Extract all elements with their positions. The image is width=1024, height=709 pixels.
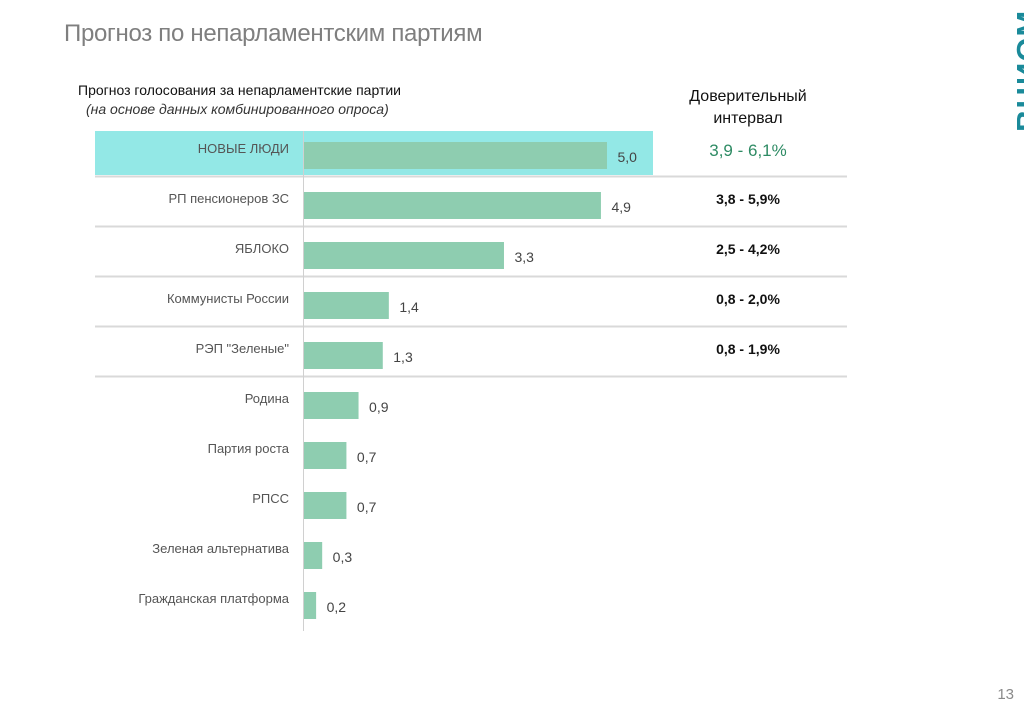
value-label: 0,7 — [357, 499, 377, 515]
confidence-interval-header: Доверительный интервал — [689, 88, 807, 127]
confidence-interval-value: 0,8 - 2,0% — [716, 291, 780, 307]
category-label: Гражданская платформа — [138, 591, 289, 606]
category-label: РЭП "Зеленые" — [196, 341, 290, 356]
category-label: НОВЫЕ ЛЮДИ — [198, 141, 289, 156]
confidence-interval-value: 3,8 - 5,9% — [716, 191, 780, 207]
category-label: Партия роста — [208, 441, 290, 456]
category-label: РПСС — [252, 491, 289, 506]
confidence-interval-value: 3,9 - 6,1% — [709, 141, 787, 160]
category-label: ЯБЛОКО — [235, 241, 289, 256]
value-label: 0,2 — [327, 599, 347, 615]
bar — [304, 492, 347, 519]
chart-title: Прогноз голосования за непарламентские п… — [78, 82, 401, 98]
category-label: Коммунисты России — [167, 291, 289, 306]
slide-title: Прогноз по непарламентским партиям — [64, 20, 483, 47]
value-label: 1,4 — [399, 299, 419, 315]
category-label: Родина — [245, 391, 290, 406]
bar — [304, 192, 601, 219]
bar — [304, 142, 607, 169]
value-label: 0,3 — [333, 549, 353, 565]
bar — [304, 542, 323, 569]
bar — [304, 242, 504, 269]
bar — [304, 442, 347, 469]
bar — [304, 392, 359, 419]
value-label: 0,7 — [357, 449, 377, 465]
page-number: 13 — [997, 686, 1014, 703]
value-label: 3,3 — [514, 249, 534, 265]
chart-subtitle: (на основе данных комбинированного опрос… — [86, 101, 389, 117]
category-label: РП пенсионеров ЗС — [168, 191, 289, 206]
bar — [304, 292, 389, 319]
bar — [304, 592, 317, 619]
confidence-interval-value: 0,8 - 1,9% — [716, 341, 780, 357]
value-label: 1,3 — [393, 349, 413, 365]
value-label: 0,9 — [369, 399, 389, 415]
value-label: 5,0 — [618, 149, 638, 165]
value-label: 4,9 — [611, 199, 631, 215]
bar — [304, 342, 383, 369]
confidence-interval-value: 2,5 - 4,2% — [716, 241, 780, 257]
category-label: Зеленая альтернатива — [152, 541, 289, 556]
